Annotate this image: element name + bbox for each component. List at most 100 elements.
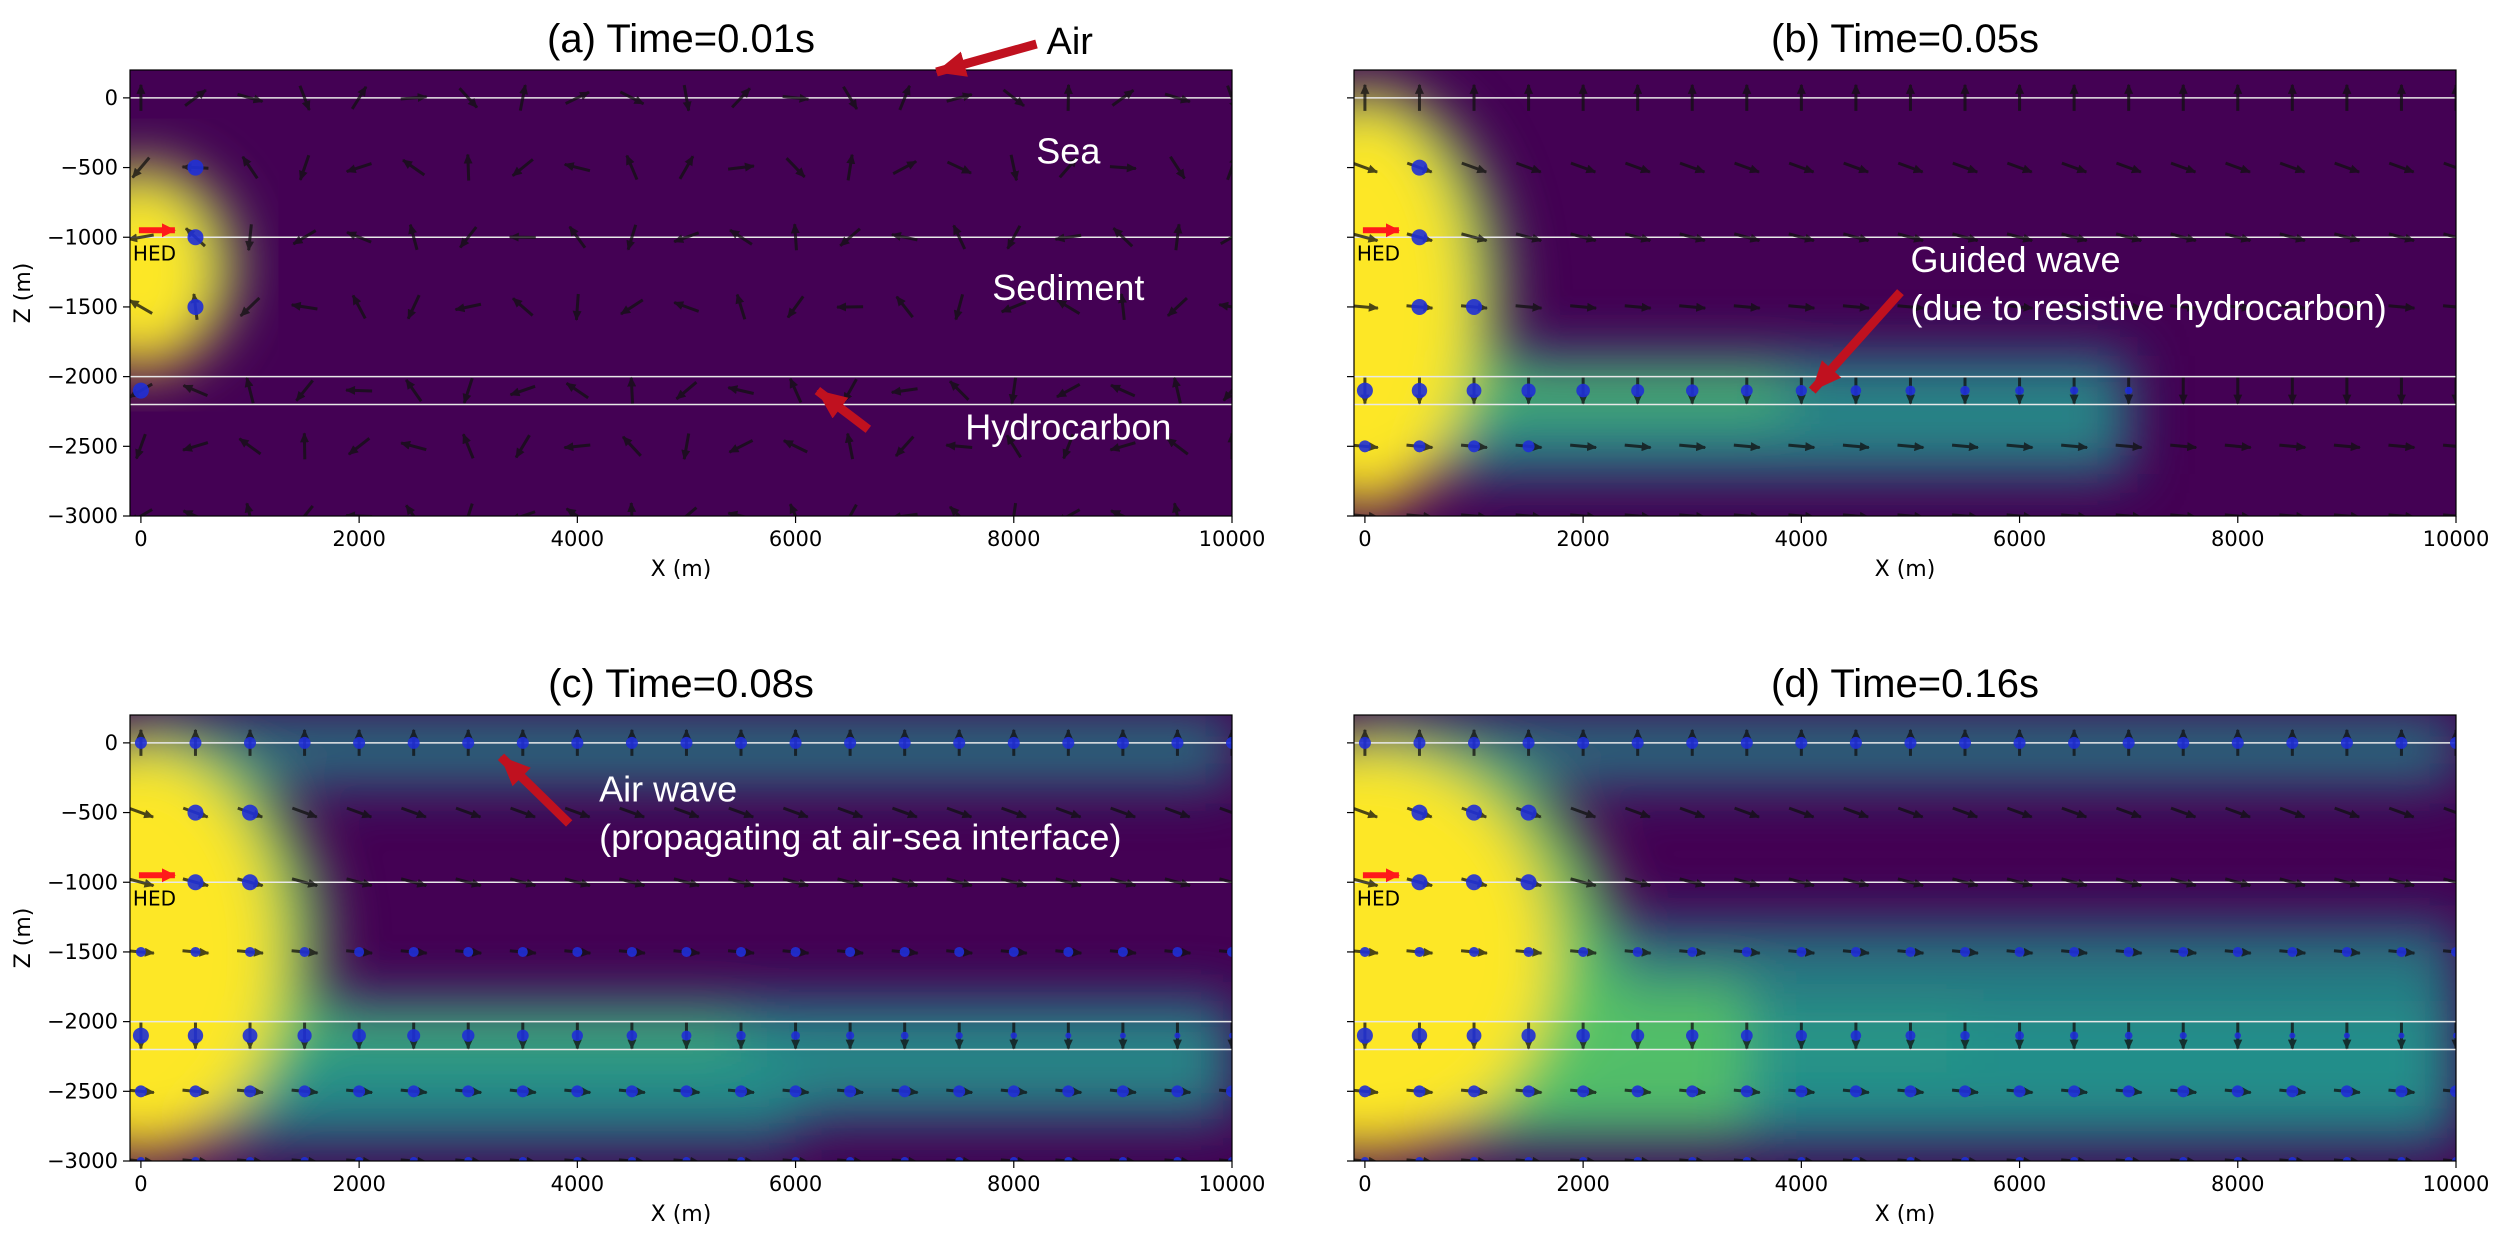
receiver-dot [1577,1085,1590,1098]
receiver-dot [789,736,802,749]
field-arrow [2006,232,2034,243]
field-arrow [786,295,805,319]
receiver-dot [1063,946,1074,957]
receiver-dot [1959,1085,1972,1098]
receiver-dot [1849,1085,1862,1098]
source-label: HED [1357,241,1400,265]
receiver-dot [2451,946,2456,957]
receiver-dot [463,946,474,957]
annotation-label: Sediment [992,267,1144,308]
x-tick-label: 10000 [1199,1172,1266,1196]
receiver-dot [1905,385,1916,396]
field-arrow [1109,877,1137,888]
field-arrow [400,877,428,888]
x-tick-label: 0 [1358,1172,1371,1196]
field-arrow [1461,161,1488,174]
receiver-dot [1358,736,1371,749]
receiver-dot [954,946,965,957]
receiver-dot [2453,1032,2456,1039]
field-arrow [564,1156,592,1161]
receiver-dot [1742,1157,1751,1161]
field-arrow [1112,227,1134,248]
field-arrow [2279,442,2307,452]
field-arrow [2170,302,2198,312]
receiver-dot [187,298,204,315]
receiver-dot [1414,946,1425,957]
field-arrow [727,385,755,395]
receiver-dot [1740,384,1753,397]
field-arrow [2442,1088,2456,1093]
receiver-dot [1522,736,1535,749]
panel-b: HED 0 2000 4000 6000 8000 10000 X (m) (b) Time=0… [1347,17,2489,582]
field-arrow [837,806,864,819]
receiver-dot [1008,946,1019,957]
field-arrow [948,505,962,516]
receiver-dot [736,946,747,957]
x-tick-label: 2000 [1556,1172,1609,1196]
receiver-dot [1686,1085,1699,1098]
field-arrow [184,88,207,107]
field-arrow [1354,232,1379,243]
receiver-dot [1466,298,1483,315]
receiver-dot [516,1085,529,1098]
receiver-dot [132,1027,149,1044]
receiver-dot [407,1029,421,1043]
field-arrow [565,507,581,516]
field-arrow [563,162,591,173]
receiver-dot [190,946,201,957]
receiver-dot [187,159,204,176]
field-arrow [619,90,645,106]
field-arrow [1679,1156,1707,1161]
field-arrow [244,502,254,516]
y-axis-label: Z (m) [11,908,36,969]
field-arrow [1055,1156,1083,1161]
field-arrow [1624,442,1652,452]
field-arrow [1897,1156,1925,1161]
field-arrow [565,382,589,400]
field-arrow [514,434,531,459]
receiver-dot [898,736,911,749]
field-arrow [1009,154,1020,182]
annotation: Guided wave (due to resistive hydrocarbon… [1808,239,2387,394]
field-arrow [291,877,319,888]
field-arrow [895,295,914,319]
field-arrow [461,433,475,459]
receiver-dot [1795,1029,1807,1042]
field-arrow [627,502,637,516]
field-arrow [946,877,973,888]
field-arrow [2388,232,2415,243]
field-intensity [1354,715,2456,1154]
field-arrow [2443,161,2456,170]
receiver-dot [298,1085,311,1098]
field-arrow [1842,511,1870,516]
receiver-dot [1850,385,1862,396]
field-arrow [782,877,810,888]
x-axis-label: X (m) [1875,557,1936,582]
field-arrow [2388,161,2415,174]
receiver-dot [352,1028,366,1043]
annotation: Sediment [992,267,1144,308]
receiver-dot [353,1085,366,1098]
field-arrow [2006,161,2033,174]
field-arrow [2388,806,2415,819]
field-arrow [945,441,973,451]
field-arrow [1219,235,1232,246]
field-arrow [1219,877,1232,884]
annotation-label-line2: (due to resistive hydrocarbon) [1910,287,2386,328]
y-tick-label: −1000 [47,225,118,249]
field-arrow [673,231,700,244]
receiver-dot [1904,1085,1917,1098]
receiver-dot [1171,1085,1184,1098]
receiver-dot [573,1157,582,1161]
annotation-label: Guided wave [1910,239,2120,280]
receiver-dot [2123,946,2134,957]
x-axis-label: X (m) [1875,1202,1936,1227]
receiver-dot [1064,1157,1073,1161]
receiver-dot [1960,946,1971,957]
receiver-dot [516,736,529,749]
field-arrow [1679,806,1706,819]
field-arrow [2279,161,2306,174]
field-arrow [2115,511,2143,516]
receiver-dot [191,1157,200,1161]
field-arrow [1734,161,1760,174]
